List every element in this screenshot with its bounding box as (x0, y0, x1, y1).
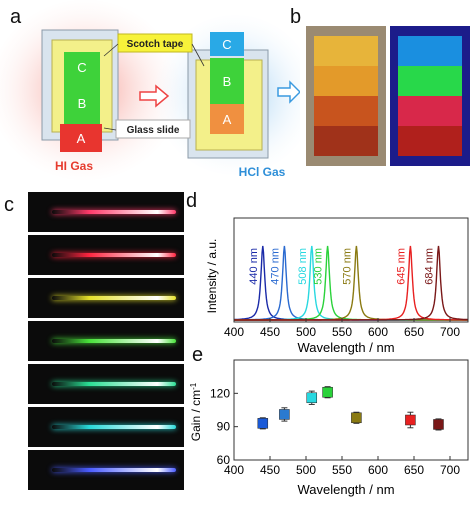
x-tick-label: 550 (332, 325, 352, 339)
panel-letter-a: a (10, 6, 22, 28)
photo-uv-bands (398, 36, 462, 156)
lasing-line (52, 339, 176, 343)
spectra-frame (233, 217, 469, 323)
x-tick-label: 650 (404, 325, 424, 339)
peak-label: 684 nm (424, 248, 436, 285)
gain-frame (233, 359, 469, 461)
lasing-strip (28, 192, 184, 232)
spectrum-line (234, 245, 469, 321)
lasing-strip (28, 235, 184, 275)
scotch-tape-box (117, 33, 193, 53)
peak-label: 570 nm (341, 248, 353, 285)
peak-label: 440 nm (248, 248, 260, 285)
lasing-strip (28, 364, 184, 404)
photo-panel (306, 26, 470, 166)
y-tick-label: 90 (217, 420, 231, 434)
hi-gas-label: HI Gas (55, 159, 93, 173)
label-c-left: C (77, 60, 86, 75)
x-tick-label: 700 (440, 325, 460, 339)
x-tick-label: 600 (368, 325, 388, 339)
lasing-line (52, 425, 176, 429)
photo-daylight-bands (314, 36, 378, 156)
gain-chart: 400 450 500 550 600 650 700 60 90 120 Wavelength… (186, 340, 474, 500)
gain-point (322, 386, 333, 398)
peak-label: 530 nm (313, 248, 325, 285)
spectra-svg: 440 nm 470 nm 508 nm 530 nm 570 nm 645 nm 684 … (205, 217, 469, 355)
lasing-strips-panel (28, 192, 184, 494)
arrow-red-icon (139, 84, 170, 108)
daylight-band (314, 96, 378, 126)
panel-letter-c: c (4, 194, 14, 216)
lasing-strip (28, 407, 184, 447)
lasing-line (52, 210, 176, 214)
gain-xlabel: Wavelength / nm (297, 482, 394, 497)
lasing-strip (28, 321, 184, 361)
hcl-gas-label: HCl Gas (239, 165, 286, 179)
lasing-strip (28, 278, 184, 318)
spectra-ylabel: Intensity / a.u. (205, 239, 219, 314)
schematic-panel: C B A C B A Scotch tape Glass slide HI G… (0, 0, 315, 182)
panel-letter-d: d (186, 190, 198, 212)
schematic-svg: C B A C B A Scotch tape Glass slide HI G… (0, 0, 315, 180)
x-tick-label: 450 (260, 325, 280, 339)
layer-a-left (60, 124, 102, 152)
x-tick-label: 550 (332, 463, 352, 477)
layer-c-left (64, 52, 100, 88)
panel-letter-b: b (290, 6, 302, 28)
x-tick-label: 500 (296, 463, 316, 477)
layer-a-right (210, 104, 244, 134)
daylight-band (314, 36, 378, 66)
spectra-chart: 440 nm 470 nm 508 nm 530 nm 570 nm 645 nm 684 … (186, 188, 474, 356)
photo-svg (306, 26, 470, 166)
gain-point (433, 419, 444, 430)
label-b-right: B (223, 74, 232, 89)
y-tick-label: 120 (210, 386, 230, 400)
x-tick-label: 600 (368, 463, 388, 477)
daylight-band (314, 66, 378, 96)
x-tick-label: 700 (440, 463, 460, 477)
spectra-xlabel: Wavelength / nm (297, 340, 394, 355)
label-a-right: A (223, 112, 232, 127)
label-c-right: C (222, 37, 231, 52)
gain-point (306, 392, 318, 404)
arrow-blue-icon (277, 80, 302, 104)
gain-ylabel: Gain / cm-1 (189, 382, 204, 441)
layer-b-right (210, 58, 244, 104)
uv-band (398, 126, 462, 156)
peak-label: 470 nm (269, 248, 281, 285)
gain-point (257, 418, 269, 429)
label-b-left: B (78, 96, 87, 111)
x-tick-label: 400 (224, 463, 244, 477)
uv-band (398, 96, 462, 126)
panel-letter-e: e (192, 344, 204, 366)
x-tick-label: 650 (404, 463, 424, 477)
glass-slide-label: Glass slide (127, 125, 180, 136)
gain-point (405, 414, 416, 426)
x-tick-label: 450 (260, 463, 280, 477)
lasing-line (52, 382, 176, 386)
lasing-strip (28, 450, 184, 490)
x-tick-label: 500 (296, 325, 316, 339)
layer-c-right (210, 32, 244, 56)
x-tick-label: 400 (224, 325, 244, 339)
gain-point (351, 412, 362, 424)
y-tick-label: 60 (217, 453, 231, 467)
lasing-line (52, 468, 176, 472)
lasing-line (52, 253, 176, 257)
glass-slide-box (115, 119, 191, 139)
layer-b-left (64, 88, 100, 124)
uv-band (398, 36, 462, 66)
lasing-line (52, 296, 176, 300)
scotch-tape-label: Scotch tape (127, 39, 184, 50)
peak-label: 508 nm (297, 248, 309, 285)
label-a-left: A (77, 131, 86, 146)
gain-svg: 400 450 500 550 600 650 700 60 90 120 Wavelength… (189, 359, 469, 497)
gain-point (279, 409, 290, 420)
daylight-band (314, 126, 378, 156)
uv-band (398, 66, 462, 96)
peak-label: 645 nm (395, 248, 407, 285)
